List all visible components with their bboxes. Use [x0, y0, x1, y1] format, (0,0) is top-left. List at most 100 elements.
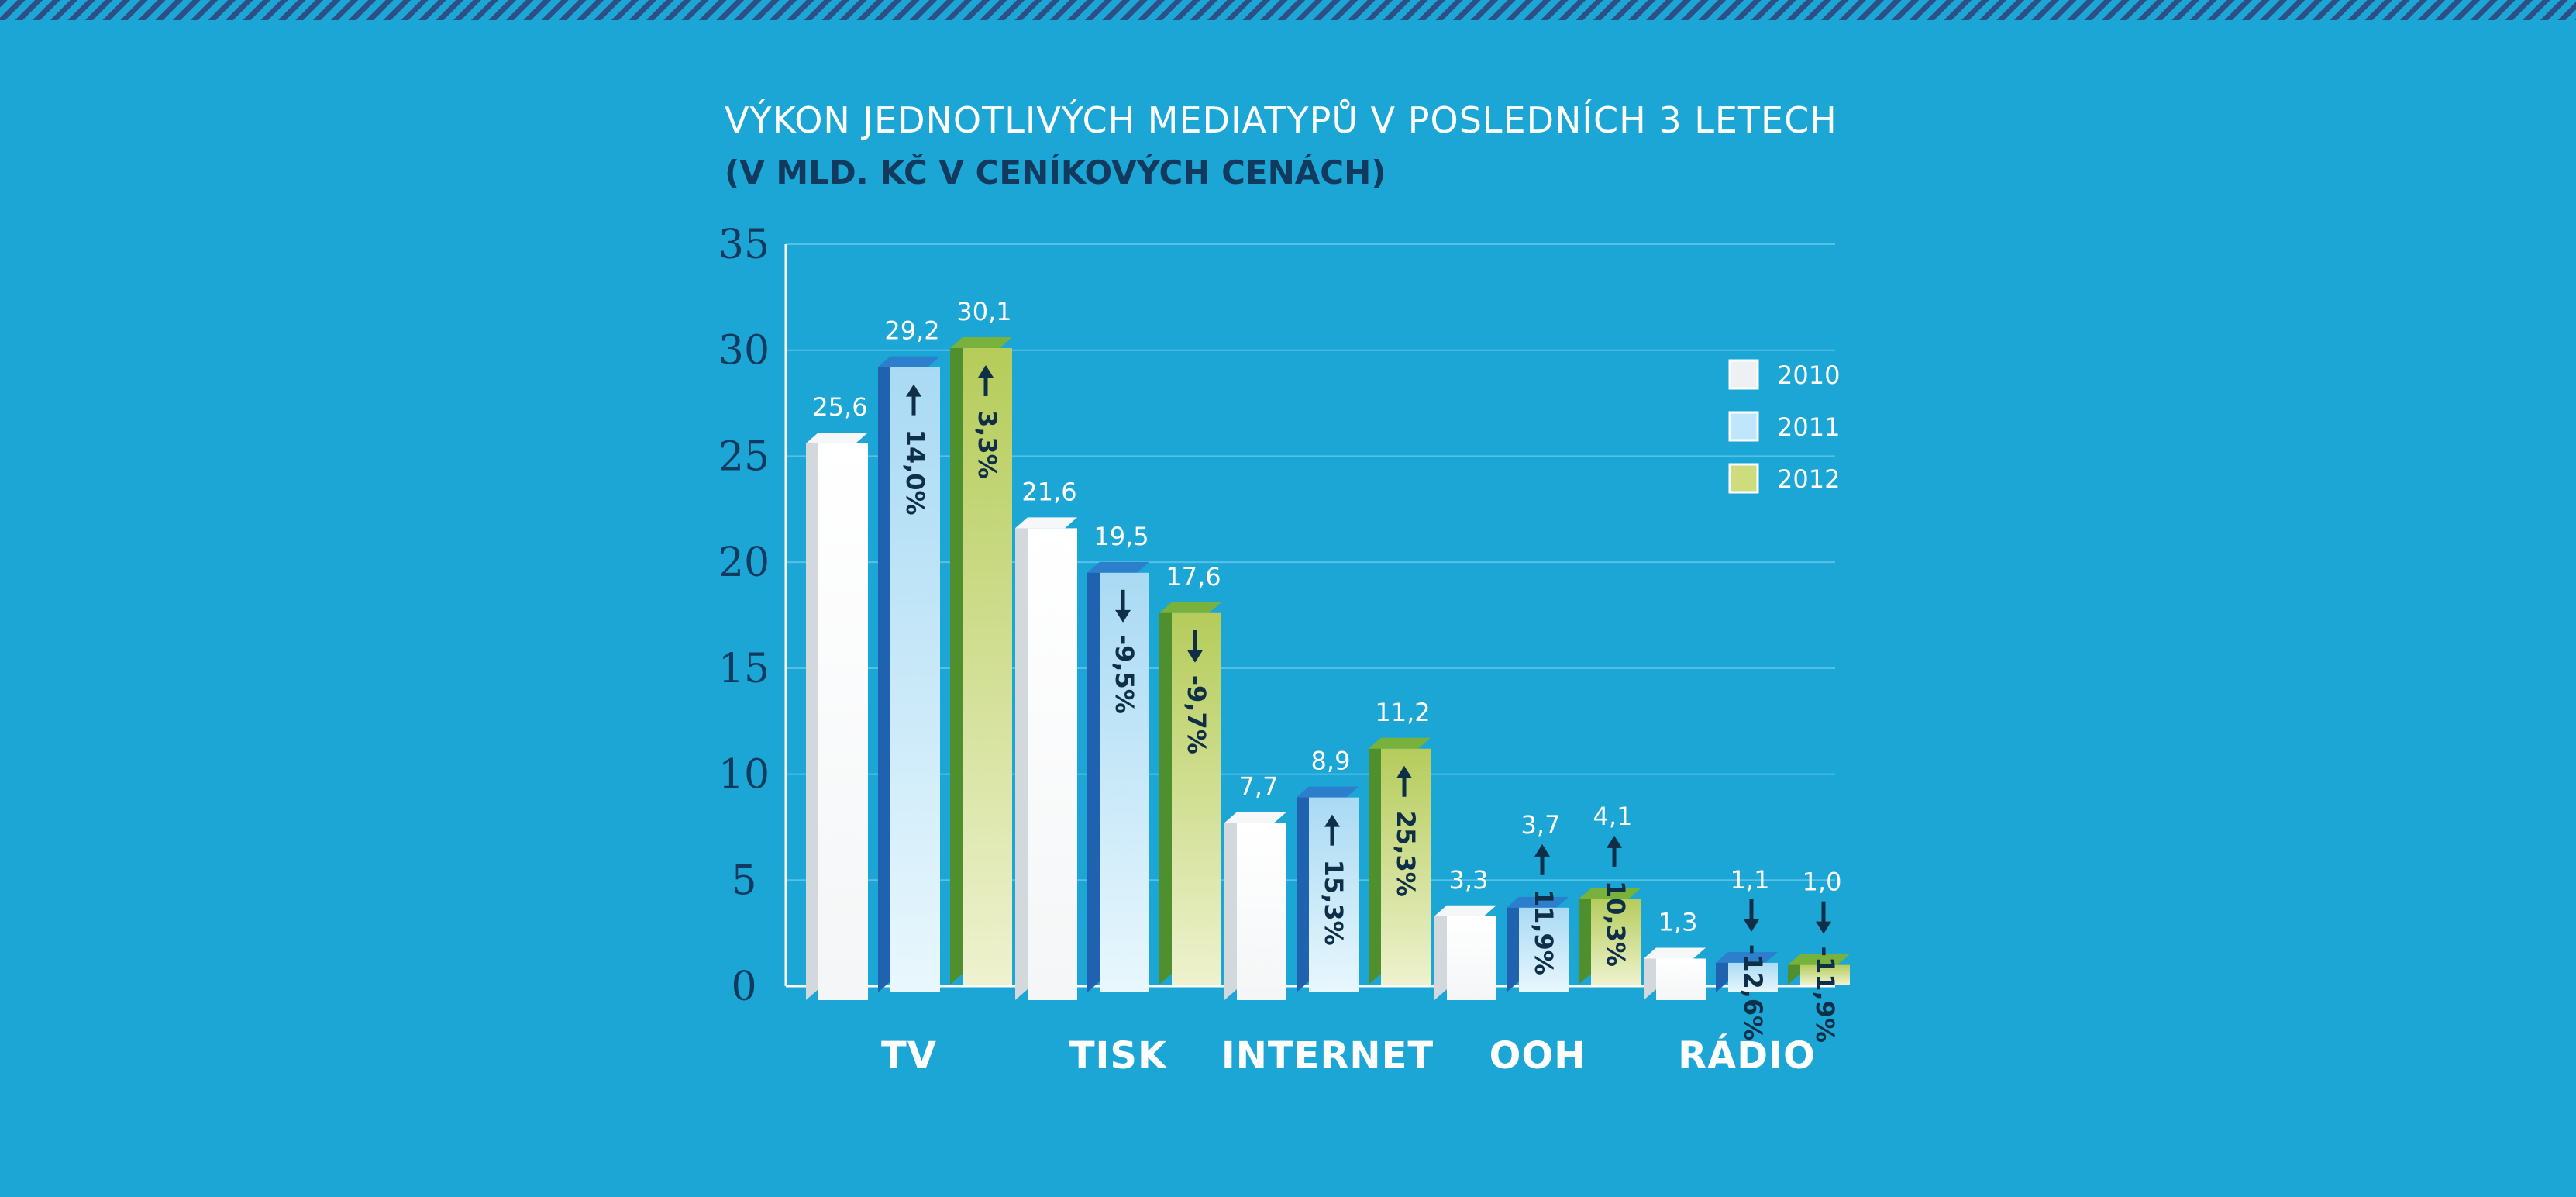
bar-top-2011 — [1716, 951, 1778, 963]
bar-top-2012 — [1159, 602, 1221, 613]
arrow-up-head — [1534, 843, 1550, 857]
value-label: 3,7 — [1521, 810, 1561, 840]
value-label: 29,2 — [884, 316, 939, 346]
bar-top-2010 — [1224, 812, 1286, 823]
value-label: 30,1 — [956, 297, 1011, 326]
value-label: 3,3 — [1449, 865, 1489, 895]
value-label: 1,3 — [1658, 907, 1698, 937]
bar-2011-tv — [890, 367, 940, 992]
bar-top-2011 — [1297, 786, 1359, 798]
change-label: 3,3% — [973, 410, 1002, 479]
gridlines — [786, 243, 1835, 881]
bar-top-2012 — [1788, 954, 1850, 965]
bar-side-2011 — [1297, 786, 1309, 992]
bar-side-2010 — [806, 433, 818, 1000]
bar-2010-ooh — [1447, 916, 1496, 1000]
arrow-up-head — [1396, 765, 1412, 778]
bar-side-2012 — [1369, 737, 1381, 985]
bar-top-2010 — [1644, 947, 1706, 959]
bar-side-2010 — [1434, 905, 1447, 1000]
y-tick-label: 15 — [718, 646, 770, 692]
bar-top-2010 — [1434, 905, 1496, 916]
arrow-up-head — [906, 384, 921, 397]
bar-2012-tv — [963, 347, 1012, 985]
change-label: -9,5% — [1110, 635, 1139, 714]
y-tick-label: 30 — [718, 328, 770, 374]
value-label: 1,1 — [1731, 865, 1770, 895]
bar-top-2010 — [806, 433, 868, 444]
bar-top-2012 — [1579, 888, 1641, 899]
bar-2011-rádio — [1728, 962, 1778, 992]
change-label: 15,3% — [1319, 860, 1348, 946]
arrow-up-head — [1324, 814, 1340, 827]
legend-swatch — [1728, 463, 1759, 494]
value-label: 1,0 — [1803, 868, 1842, 897]
bar-top-2012 — [950, 336, 1012, 348]
value-label: 4,1 — [1593, 802, 1633, 831]
value-label: 11,2 — [1375, 698, 1430, 727]
chart-title: VÝKON JEDNOTLIVÝCH MEDIATYPŮ V POSLEDNÍC… — [725, 99, 1837, 141]
bar-2010-tisk — [1028, 528, 1077, 1000]
change-label: 14,0% — [901, 429, 930, 516]
legend-label: 2010 — [1777, 360, 1840, 390]
bar-2010-tv — [818, 443, 868, 1000]
bar-2012-tisk — [1172, 612, 1221, 985]
category-label: RÁDIO — [1678, 1033, 1816, 1078]
chart-subtitle: (V MLD. KČ V CENÍKOVÝCH CENÁCH) — [725, 154, 1386, 191]
legend-swatch — [1728, 359, 1759, 390]
legend-label: 2012 — [1777, 464, 1840, 494]
arrow-down-head — [1187, 650, 1203, 663]
change-label: 10,3% — [1601, 881, 1631, 967]
arrow-up-head — [978, 364, 994, 378]
bar-2012-ooh — [1591, 899, 1641, 985]
top-stripe — [0, 0, 2576, 20]
change-label: 25,3% — [1391, 811, 1421, 897]
y-tick-label: 25 — [718, 433, 770, 480]
bar-top-2011 — [1507, 896, 1569, 908]
category-label: TISK — [1069, 1034, 1168, 1078]
change-label: 11,9% — [1529, 889, 1558, 975]
legend: 2010 2011 2012 — [1728, 359, 1840, 494]
value-label: 25,6 — [812, 392, 867, 422]
y-tick-label: 20 — [718, 540, 770, 586]
arrow-down-head — [1115, 609, 1131, 623]
bar-top-2011 — [1087, 561, 1149, 573]
bar-side-2012 — [950, 336, 963, 985]
y-tick-label: 10 — [718, 752, 770, 799]
bar-side-2012 — [1159, 602, 1172, 985]
bar-2010-internet — [1237, 823, 1286, 1000]
category-label: OOH — [1489, 1034, 1586, 1078]
arrow-down-head — [1816, 921, 1831, 934]
change-label: -9,7% — [1182, 675, 1211, 754]
value-labels: 25,6 29,2 14,0% 30,1 3,3% 21,6 19,5 -9,5% 17,6 -9… — [812, 297, 1841, 1078]
bar-side-2010 — [1644, 947, 1656, 1000]
value-label: 17,6 — [1166, 562, 1221, 592]
change-label: -12,6% — [1738, 944, 1768, 1040]
bar-top-2012 — [1369, 737, 1431, 749]
y-tick-label: 35 — [718, 222, 770, 268]
bar-side-2010 — [1224, 812, 1237, 1000]
value-label: 21,6 — [1021, 477, 1076, 506]
category-label: TV — [881, 1034, 937, 1078]
bars — [806, 336, 1850, 1000]
value-label: 8,9 — [1311, 747, 1351, 776]
arrow-up-head — [1607, 835, 1622, 848]
legend-swatch — [1728, 411, 1759, 442]
value-label: 19,5 — [1093, 522, 1149, 551]
legend-label: 2011 — [1777, 412, 1840, 442]
bar-side-2010 — [1015, 517, 1028, 1000]
bar-2010-rádio — [1656, 958, 1706, 1000]
bar-2011-tisk — [1100, 572, 1149, 992]
bar-2012-rádio — [1800, 964, 1850, 985]
bar-top-2010 — [1015, 517, 1077, 529]
y-tick-label: 5 — [731, 857, 756, 904]
bar-side-2011 — [878, 356, 890, 992]
bar-2011-ooh — [1519, 907, 1569, 992]
axes: 0 5 10 15 20 25 30 35 — [718, 222, 1835, 1010]
bar-side-2012 — [1579, 888, 1591, 985]
value-label: 7,7 — [1239, 771, 1279, 801]
bar-top-2011 — [878, 356, 940, 367]
category-label: INTERNET — [1221, 1034, 1434, 1078]
bar-side-2011 — [1087, 561, 1100, 992]
